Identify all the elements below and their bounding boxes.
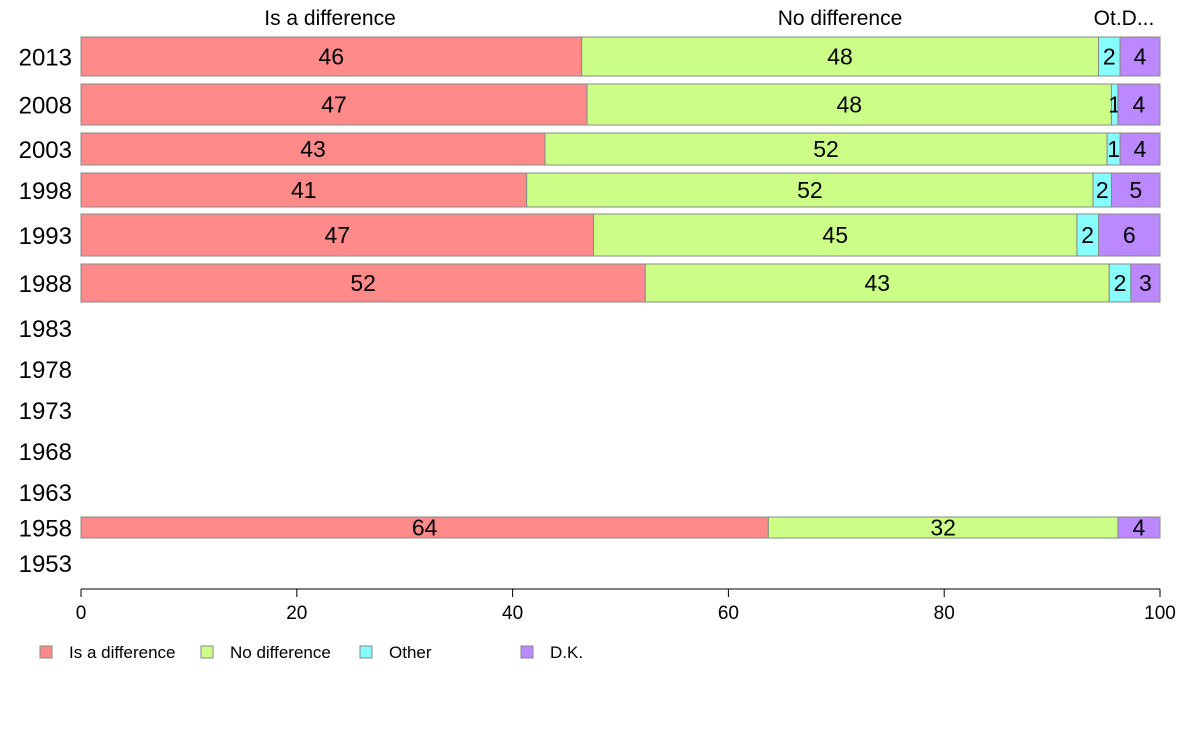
data-label: 2 xyxy=(1103,44,1116,70)
legend-label: Is a difference xyxy=(69,643,175,662)
data-label: 64 xyxy=(412,515,438,541)
data-label: 46 xyxy=(319,44,345,70)
data-label: 4 xyxy=(1133,92,1146,118)
legend-swatch xyxy=(520,645,534,659)
data-label: 41 xyxy=(291,177,317,203)
column-header: Is a difference xyxy=(264,7,396,30)
data-label: 32 xyxy=(930,515,956,541)
bar-segment xyxy=(80,83,588,126)
category-label: 1963 xyxy=(19,480,72,507)
data-label: 52 xyxy=(813,136,839,162)
bar-segment xyxy=(80,263,646,303)
legend-swatch xyxy=(200,645,214,659)
data-label: 4 xyxy=(1133,515,1146,541)
category-label: 1953 xyxy=(19,551,72,578)
data-label: 2 xyxy=(1114,270,1127,296)
bar-segment xyxy=(80,36,583,77)
category-label: 1978 xyxy=(19,357,72,384)
bar-segment xyxy=(581,36,1099,77)
category-label: 2013 xyxy=(19,45,72,72)
bar-segment xyxy=(80,132,546,166)
column-headers: Is a difference No difference Ot.D... xyxy=(264,7,1154,30)
category-label: 1968 xyxy=(19,439,72,466)
bar-segment xyxy=(1119,36,1161,77)
data-label: 5 xyxy=(1129,177,1142,203)
x-tick-label: 0 xyxy=(76,603,87,624)
x-tick-label: 100 xyxy=(1144,603,1176,624)
legend-label: No difference xyxy=(230,643,331,662)
category-label: 1958 xyxy=(19,516,72,543)
legend-swatch xyxy=(359,645,373,659)
bar-segment xyxy=(1130,263,1161,303)
legend-label: D.K. xyxy=(550,643,583,662)
data-label: 52 xyxy=(797,177,823,203)
category-label: 1988 xyxy=(19,271,72,298)
x-tick-label: 40 xyxy=(502,603,523,624)
bar-segment xyxy=(1117,83,1161,126)
x-tick-label: 60 xyxy=(718,603,739,624)
data-label: 2 xyxy=(1096,177,1109,203)
x-axis: 0 20 40 60 80 100 xyxy=(76,588,1176,624)
data-label: 6 xyxy=(1123,222,1136,248)
bar-segment xyxy=(593,213,1078,257)
bar-segment xyxy=(1119,132,1161,166)
bar-segment xyxy=(544,132,1108,166)
category-label: 1998 xyxy=(19,178,72,205)
data-label: 2 xyxy=(1081,222,1094,248)
bar-segment xyxy=(1110,172,1161,208)
x-tick-label: 80 xyxy=(934,603,955,624)
column-header: No difference xyxy=(778,7,903,30)
category-label: 1983 xyxy=(19,316,72,343)
bar-segment xyxy=(1097,213,1161,257)
data-label: 47 xyxy=(324,222,350,248)
bar-segment xyxy=(644,263,1110,303)
data-label: 1 xyxy=(1107,136,1120,162)
data-label: 48 xyxy=(827,44,853,70)
category-label: 1993 xyxy=(19,223,72,250)
data-label: 43 xyxy=(300,136,326,162)
bar-segment xyxy=(586,83,1112,126)
bar-segment xyxy=(1117,516,1161,539)
data-label: 52 xyxy=(350,270,376,296)
column-header: Ot.D... xyxy=(1094,7,1155,30)
legend-label: Other xyxy=(389,643,432,662)
bar-segment xyxy=(80,172,528,208)
data-label: 43 xyxy=(865,270,891,296)
x-tick-label: 20 xyxy=(286,603,307,624)
data-label: 48 xyxy=(836,92,862,118)
year-labels: 2013 2008 2003 1998 1993 1988 1983 1978 1973 1968… xyxy=(19,45,72,579)
category-label: 2008 xyxy=(19,93,72,120)
legend: Is a difference No difference Other D.K. xyxy=(39,643,583,662)
data-label: 47 xyxy=(321,92,347,118)
bars: 46 48 2 447 48 1 443 52 1 441 52 2 547 45 2 652 43 2 364 32… xyxy=(80,36,1161,541)
legend-swatch xyxy=(39,645,53,659)
data-label: 3 xyxy=(1139,270,1152,296)
bar-segment xyxy=(80,213,595,257)
data-label: 4 xyxy=(1134,136,1147,162)
data-label: 45 xyxy=(822,222,848,248)
data-label: 4 xyxy=(1134,44,1147,70)
category-label: 1973 xyxy=(19,398,72,425)
category-label: 2003 xyxy=(19,137,72,164)
